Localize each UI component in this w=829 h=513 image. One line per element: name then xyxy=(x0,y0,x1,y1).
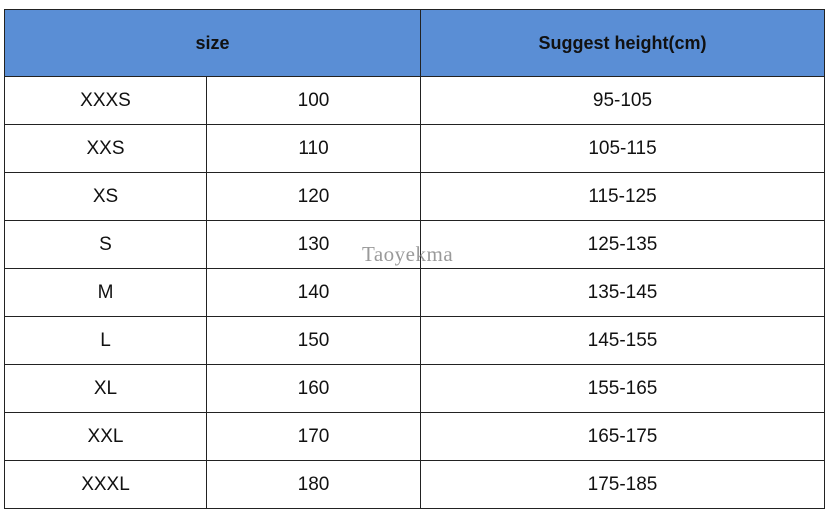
table-cell: 115-125 xyxy=(420,172,825,221)
table-cell: L xyxy=(4,316,207,365)
table-cell: XXXS xyxy=(4,76,207,125)
table-row: XXXS 100 95-105 xyxy=(4,76,825,125)
header-cell: size xyxy=(4,9,421,77)
table-body: XXXS 100 95-105 XXS 110 105-115 XS 120 115-125 S 1… xyxy=(4,76,825,509)
watermark: Taoyekma xyxy=(362,242,454,266)
table-cell: 150 xyxy=(206,316,421,365)
table-cell: 110 xyxy=(206,124,421,173)
table-row: S 130 125-135 xyxy=(4,220,825,269)
table-cell: XL xyxy=(4,364,207,413)
table-cell: 120 xyxy=(206,172,421,221)
table-row: XL 160 155-165 xyxy=(4,364,825,413)
table-cell: 125-135 xyxy=(420,220,825,269)
table-row: XS 120 115-125 xyxy=(4,172,825,221)
table-cell: 155-165 xyxy=(420,364,825,413)
table-cell: 160 xyxy=(206,364,421,413)
table-cell: 135-145 xyxy=(420,268,825,317)
table-row: M 140 135-145 xyxy=(4,268,825,317)
table-cell: 175-185 xyxy=(420,460,825,509)
size-table: size Suggest height(cm) XXXS 100 95-105 XXS… xyxy=(4,9,825,509)
table-cell: 165-175 xyxy=(420,412,825,461)
table-cell: 180 xyxy=(206,460,421,509)
table-cell: XS xyxy=(4,172,207,221)
table-cell: XXS xyxy=(4,124,207,173)
table-cell: 130 xyxy=(206,220,421,269)
table-cell: 95-105 xyxy=(420,76,825,125)
table-cell: M xyxy=(4,268,207,317)
table-row: L 150 145-155 xyxy=(4,316,825,365)
table-cell: S xyxy=(4,220,207,269)
table-row: XXS 110 105-115 xyxy=(4,124,825,173)
header-row: size Suggest height(cm) xyxy=(4,9,825,77)
table-cell: XXL xyxy=(4,412,207,461)
table-cell: 140 xyxy=(206,268,421,317)
table-row: XXL 170 165-175 xyxy=(4,412,825,461)
table-cell: 145-155 xyxy=(420,316,825,365)
header-cell: Suggest height(cm) xyxy=(420,9,825,77)
table-cell: 105-115 xyxy=(420,124,825,173)
table-cell: XXXL xyxy=(4,460,207,509)
table-cell: 170 xyxy=(206,412,421,461)
table-cell: 100 xyxy=(206,76,421,125)
table-row: XXXL 180 175-185 xyxy=(4,460,825,509)
